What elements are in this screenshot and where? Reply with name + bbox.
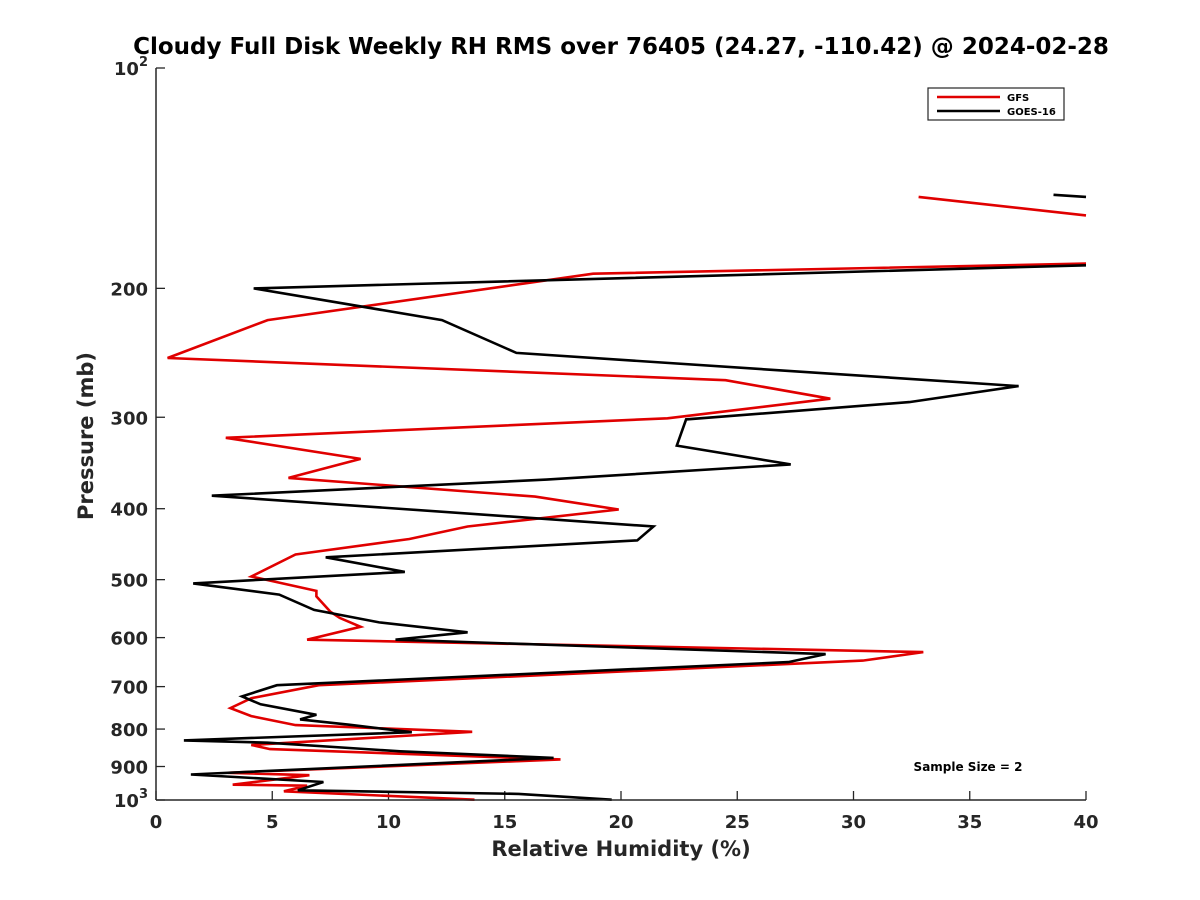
x-tick-label: 15 (492, 812, 517, 833)
y-tick-label: 500 (110, 571, 148, 592)
axis-ticks: 0 5 10 15 20 25 30 35 40102200300400500600700800… (110, 55, 1098, 833)
y-tick-base: 10 (114, 59, 139, 80)
y-tick-label: 300 (110, 408, 148, 429)
y-tick-label: 800 (110, 720, 148, 741)
y-tick-label: 900 (110, 758, 148, 779)
x-tick-label: 20 (608, 812, 633, 833)
legend: GFS GOES-16 (927, 87, 1065, 121)
x-tick-label: 10 (376, 812, 401, 833)
x-tick-label: 40 (1073, 812, 1098, 833)
y-axis-label: Pressure (mb) (74, 352, 98, 520)
series-line-goes-16 (183, 264, 1087, 801)
y-tick-label: 700 (110, 678, 148, 699)
axes (155, 68, 1086, 801)
x-tick-label: 5 (266, 812, 279, 833)
y-tick-exponent: 2 (139, 55, 148, 70)
x-tick-label: 35 (957, 812, 982, 833)
plot-series (167, 193, 1087, 801)
sample-size-annotation: Sample Size = 2 (914, 760, 1023, 774)
x-tick-label: 30 (841, 812, 866, 833)
legend-entry: GOES-16 (1007, 107, 1056, 118)
series-line-gfs (918, 195, 1087, 217)
y-tick-label: 103 (114, 787, 148, 812)
x-axis-label: Relative Humidity (%) (491, 837, 750, 861)
x-tick-label: 25 (725, 812, 750, 833)
x-tick-label: 0 (150, 812, 163, 833)
y-tick-label: 600 (110, 629, 148, 650)
y-tick-label: 400 (110, 500, 148, 521)
y-tick-label: 200 (110, 279, 148, 300)
legend-box (927, 87, 1065, 121)
y-tick-base: 10 (114, 791, 139, 812)
series-line-goes-16 (1053, 193, 1087, 199)
legend-entry: GFS (1007, 93, 1029, 104)
y-tick-exponent: 3 (139, 787, 148, 802)
series-line-gfs (167, 262, 1087, 801)
y-tick-label: 102 (114, 55, 148, 80)
chart-title: Cloudy Full Disk Weekly RH RMS over 7640… (133, 34, 1109, 60)
